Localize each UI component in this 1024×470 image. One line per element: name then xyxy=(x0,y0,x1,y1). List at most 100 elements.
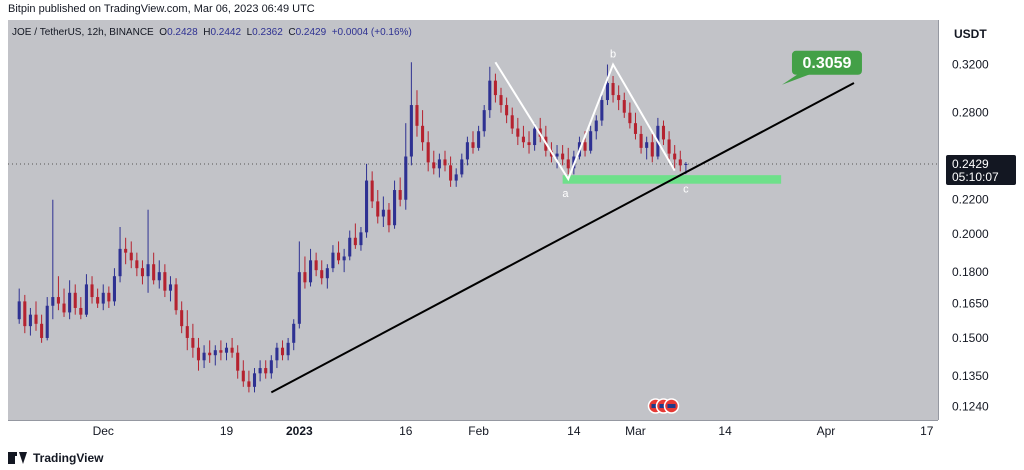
candle-body xyxy=(449,165,453,181)
candle xyxy=(381,196,385,227)
last-price-value: 0.2429 xyxy=(952,157,989,171)
candle-body xyxy=(163,272,167,291)
candle-body xyxy=(661,125,666,140)
candle xyxy=(45,297,49,341)
candle xyxy=(533,123,537,151)
candle-body xyxy=(185,326,189,338)
y-tick-label: 0.3200 xyxy=(952,58,989,72)
candle-body xyxy=(17,301,21,320)
candle-body xyxy=(633,123,638,134)
candle-body xyxy=(454,174,458,181)
plot-background xyxy=(8,20,938,420)
candle xyxy=(68,280,72,320)
candle-body xyxy=(230,347,234,353)
candle-body xyxy=(510,115,514,129)
candle xyxy=(667,131,671,160)
candle-body xyxy=(96,297,100,304)
candle-body xyxy=(488,80,492,111)
candle-body xyxy=(499,95,503,106)
candle-body xyxy=(409,105,413,157)
ohlc-legend: JOE / TetherUS, 12h, BINANCE O0.2428 H0.… xyxy=(12,27,412,38)
tradingview-logo-icon xyxy=(8,452,28,464)
candle xyxy=(370,171,374,209)
candle-body xyxy=(583,142,587,151)
event-flag xyxy=(667,404,676,408)
candle xyxy=(303,256,307,289)
candle xyxy=(28,307,32,336)
candle-body xyxy=(381,209,385,217)
candle xyxy=(112,268,116,306)
target-badge-bg xyxy=(791,50,862,75)
candle-body xyxy=(533,128,537,146)
candle-body xyxy=(79,307,83,315)
candle-body xyxy=(611,83,615,96)
pattern-label-b: b xyxy=(610,48,616,60)
candle xyxy=(17,288,21,324)
candle-body xyxy=(482,110,486,132)
pattern-label-a: a xyxy=(562,188,569,200)
candle-body xyxy=(421,125,425,143)
candle-body xyxy=(314,260,318,271)
candle xyxy=(561,145,565,166)
candle-body xyxy=(589,131,593,151)
candle xyxy=(605,64,609,106)
candle-body xyxy=(516,128,520,137)
candle xyxy=(292,319,296,351)
footer-brand[interactable]: TradingView xyxy=(8,448,103,468)
candle xyxy=(280,340,285,361)
candle xyxy=(516,117,520,146)
candle xyxy=(510,107,514,134)
candle-body xyxy=(101,292,105,304)
candle xyxy=(449,156,453,187)
candle-body xyxy=(359,232,363,246)
y-axis-unit: USDT xyxy=(954,27,987,41)
candle-body xyxy=(34,314,38,324)
candle xyxy=(617,85,621,111)
candle-body xyxy=(337,252,341,261)
candle-body xyxy=(135,260,139,269)
candle xyxy=(258,360,262,382)
candle xyxy=(241,360,245,387)
candle-body xyxy=(286,342,290,356)
candle xyxy=(34,301,38,331)
candle xyxy=(633,112,638,140)
event-flag xyxy=(651,404,660,408)
chart-area[interactable]: a b c 0.3059 JOE / TetherUS, 12h, BINANCE O0… xyxy=(8,20,1016,442)
candle-body xyxy=(264,368,268,374)
candle xyxy=(275,342,279,369)
candle-body xyxy=(45,305,49,338)
candle-body xyxy=(493,80,497,96)
candle-body xyxy=(673,153,677,160)
candle xyxy=(56,276,60,311)
candle xyxy=(79,297,83,320)
candle-body xyxy=(387,209,391,226)
candle-body xyxy=(191,337,195,348)
candle xyxy=(454,168,458,187)
y-tick-label: 0.1800 xyxy=(952,265,989,279)
candle xyxy=(73,284,77,315)
candle xyxy=(23,294,27,334)
candle-body xyxy=(443,159,447,166)
candle-body xyxy=(140,268,144,277)
candle xyxy=(196,337,201,371)
candle xyxy=(297,241,301,329)
candle xyxy=(482,105,486,137)
candle-body xyxy=(393,190,397,226)
candle-body xyxy=(650,142,654,157)
candle-body xyxy=(40,323,44,338)
candle xyxy=(415,90,419,137)
candle xyxy=(325,264,329,289)
x-tick-label: 14 xyxy=(567,424,581,438)
pattern-zigzag xyxy=(494,61,676,182)
candle xyxy=(437,153,441,178)
candle xyxy=(409,62,413,166)
candle-body xyxy=(561,153,565,160)
candle-body xyxy=(252,373,257,387)
target-badge: 0.3059 xyxy=(781,50,862,85)
candle xyxy=(224,342,229,361)
candle xyxy=(521,125,525,148)
chart-svg[interactable]: a b c 0.3059 JOE / TetherUS, 12h, BINANCE O0… xyxy=(8,20,1016,442)
candle xyxy=(477,125,481,151)
candle-body xyxy=(196,347,201,361)
candle xyxy=(488,66,492,118)
